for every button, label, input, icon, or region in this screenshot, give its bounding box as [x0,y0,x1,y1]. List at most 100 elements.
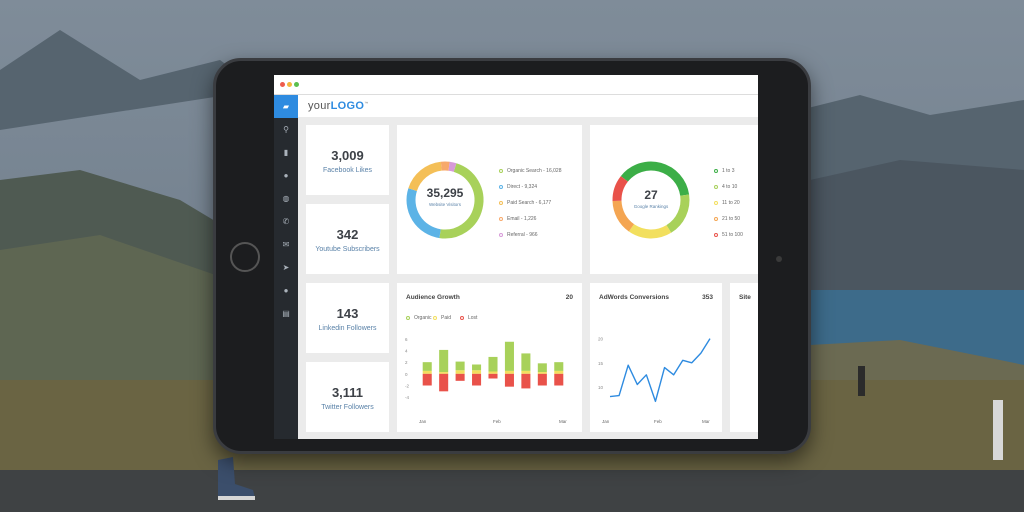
stat-value: 143 [336,306,359,321]
stat-card-youtube[interactable]: 342 Youtube Subscribers [306,204,389,274]
sidebar-item-dashboard[interactable]: ▰ [274,95,298,118]
sidebar: ▰ ⚲ ▮ ● ◍ ✆ ✉ ➤ ● [274,95,298,439]
donut-slice-4 [448,161,457,172]
brand-logo[interactable]: yourLOGO™ [308,100,369,112]
sidebar-item-web[interactable]: ◍ [274,187,298,210]
x-tick-label: Feb [654,419,662,424]
sidebar-item-users[interactable]: ● [274,279,298,302]
legend-label: Lost [468,315,478,321]
dashboard-icon: ▰ [282,102,290,111]
sidebar-item-email[interactable]: ✉ [274,233,298,256]
rankings-label: Google Rankings [633,204,669,209]
adwords-conversions-card[interactable]: AdWords Conversions 353 20 15 10 Jan Feb Mar [590,283,722,432]
sidebar-item-reports[interactable]: ▮ [274,141,298,164]
adwords-count: 353 [702,294,713,301]
visitors-center: 35,295 Website Visitors [403,186,487,207]
window-close-button[interactable] [280,82,285,87]
bar-organic [422,362,432,371]
x-tick-label: Mar [559,419,567,424]
legend-label: 11 to 20 [722,200,740,206]
sidebar-item-calls[interactable]: ✆ [274,210,298,233]
donut-slice-0 [620,161,690,197]
stat-card-facebook[interactable]: 3,009 Facebook Likes [306,125,389,195]
y-tick-label: 15 [598,361,604,366]
legend-item: 21 to 50 [714,216,740,222]
legend-label: Organic Search - 16,028 [507,168,562,174]
legend-item: 51 to 100 [714,232,743,238]
sidebar-item-tasks[interactable]: ▤ [274,302,298,325]
bar-lost [488,373,498,379]
y-tick-label: 4 [405,349,408,354]
bar-organic [554,362,564,371]
y-tick-label: -2 [405,384,409,389]
logo-prefix: your [308,100,331,112]
legend-label: 51 to 100 [722,232,743,238]
adwords-line-chart: 20 15 10 Jan Feb Mar [598,337,711,424]
globe-icon: ◍ [282,194,290,203]
x-tick-label: Jan [419,419,427,424]
stat-value: 3,111 [331,385,364,400]
bar-lost [472,373,482,386]
stat-label: Facebook Likes [322,167,373,174]
legend-marker [714,185,718,189]
window-minimize-button[interactable] [287,82,292,87]
window-titlebar [274,75,758,95]
sidebar-item-chat[interactable]: ● [274,164,298,187]
stat-card-twitter[interactable]: 3,111 Twitter Followers [306,362,389,432]
legend-label: Referral - 966 [507,232,538,238]
donut-slice-0 [439,163,484,239]
website-visitors-card[interactable]: 35,295 Website Visitors Organic Search -… [397,125,582,274]
window-maximize-button[interactable] [294,82,299,87]
y-tick-label: 6 [405,337,408,342]
rankings-total: 27 [644,188,658,202]
y-tick-label: 2 [405,360,408,365]
x-tick-label: Mar [702,419,710,424]
legend-label: Email - 1,226 [507,216,537,222]
legend-marker [499,233,503,237]
rankings-center: 27 Google Rankings [609,188,693,209]
user-icon: ● [283,286,289,295]
stat-card-linkedin[interactable]: 143 Linkedin Followers [306,283,389,353]
stat-label: Linkedin Followers [318,325,377,332]
sidebar-item-send[interactable]: ➤ [274,256,298,279]
bar-organic [521,353,531,371]
audience-title: Audience Growth [406,294,460,301]
legend-marker [499,169,503,173]
bar-lost [537,373,547,386]
bar-paid [439,372,449,374]
legend-marker [714,201,718,205]
donut-slice-2 [408,161,443,192]
legend-label: 4 to 10 [722,184,738,190]
sidebar-item-search[interactable]: ⚲ [274,118,298,141]
donut-slice-3 [612,200,635,232]
y-tick-label: -4 [405,395,409,400]
audience-count: 20 [565,294,573,301]
tablet-device: ▰ ⚲ ▮ ● ◍ ✆ ✉ ➤ ● [213,58,811,454]
legend-marker [499,217,503,221]
legend-marker [406,316,410,320]
bar-organic [472,364,482,371]
camera-lens [776,256,782,262]
site-card-partial[interactable]: Site [730,283,758,432]
stat-label: Youtube Subscribers [315,246,380,253]
legend-item: Lost [460,315,477,321]
adwords-title: AdWords Conversions [599,294,669,301]
chat-icon: ● [283,171,289,180]
bar-lost [422,373,432,386]
legend-item: Paid Search - 6,177 [499,200,551,206]
google-rankings-card[interactable]: 27 Google Rankings 1 to 3 4 to 10 11 to 20… [590,125,758,274]
y-tick-label: 10 [598,385,604,390]
legend-marker [433,316,437,320]
home-button[interactable] [230,242,260,272]
donut-slice-1 [406,188,441,239]
dashboard-screen: ▰ ⚲ ▮ ● ◍ ✆ ✉ ➤ ● [274,75,758,439]
legend-label: Organic [414,315,432,321]
bar-paid [455,370,465,374]
legend-item: 4 to 10 [714,184,737,190]
legend-item: Referral - 966 [499,232,538,238]
y-tick-label: 20 [598,337,604,342]
legend-item: Paid [433,315,451,321]
site-card-title: Site [739,294,751,301]
search-icon: ⚲ [283,125,289,134]
